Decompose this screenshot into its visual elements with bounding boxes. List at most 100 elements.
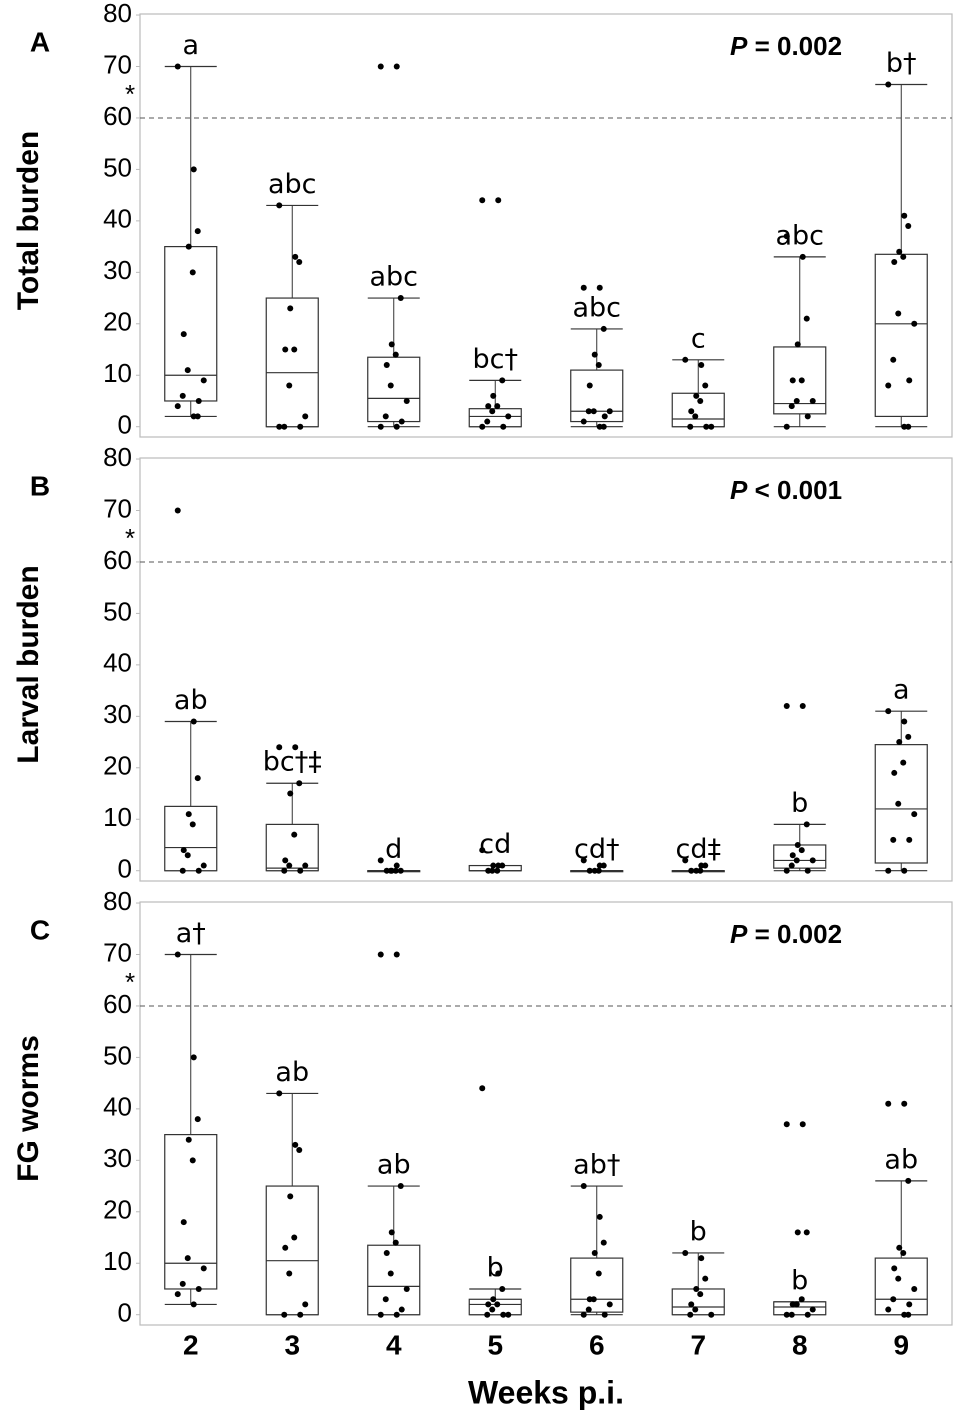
data-point	[403, 397, 410, 404]
data-point	[885, 81, 892, 88]
data-point	[688, 867, 695, 874]
group-label: b	[690, 1216, 707, 1247]
group-label: ab†	[573, 1150, 620, 1181]
data-point	[194, 413, 201, 420]
group-label: a	[893, 675, 910, 706]
group-label: ab	[174, 685, 208, 716]
y-tick-label: 30	[103, 1143, 132, 1173]
data-point	[890, 836, 897, 843]
box-group	[773, 1301, 827, 1316]
x-tick-label: 8	[792, 1329, 808, 1360]
data-point	[783, 233, 790, 240]
data-point	[200, 377, 207, 384]
data-point	[377, 423, 384, 430]
data-point	[489, 408, 496, 415]
data-point	[896, 739, 903, 746]
plot-frame	[139, 13, 953, 438]
data-point	[403, 1285, 410, 1292]
data-point	[895, 310, 902, 317]
plot-frame	[139, 901, 953, 1326]
box	[265, 823, 319, 872]
group-label: c	[691, 323, 706, 354]
data-point	[600, 423, 607, 430]
data-point	[383, 361, 390, 368]
data-point	[890, 356, 897, 363]
data-point	[388, 1229, 395, 1236]
data-point	[585, 1306, 592, 1313]
data-point	[302, 862, 309, 869]
data-point	[485, 403, 492, 410]
box-group	[164, 953, 218, 1306]
data-point	[803, 315, 810, 322]
data-point	[398, 418, 405, 425]
y-tick-label: 70	[103, 493, 132, 523]
box	[265, 297, 319, 428]
data-point	[382, 413, 389, 420]
data-point	[392, 867, 399, 874]
box-group	[367, 1185, 421, 1316]
data-point	[393, 423, 400, 430]
data-point	[580, 1311, 587, 1318]
data-point	[190, 1054, 197, 1061]
data-point	[901, 718, 908, 725]
group-label: abc	[268, 169, 317, 200]
data-point	[586, 382, 593, 389]
data-point	[794, 1229, 801, 1236]
box	[265, 1185, 319, 1316]
x-tick-label: 3	[284, 1329, 300, 1360]
data-point	[276, 744, 283, 751]
data-point	[911, 811, 918, 818]
data-point	[276, 1090, 283, 1097]
data-point	[697, 867, 704, 874]
group-label: a†	[176, 918, 206, 949]
data-point	[296, 1147, 303, 1154]
data-point	[393, 951, 400, 958]
stat-symbol: P	[730, 31, 748, 61]
data-point	[392, 1239, 399, 1246]
data-point	[809, 397, 816, 404]
data-point	[393, 63, 400, 70]
data-point	[297, 423, 304, 430]
data-point	[296, 780, 303, 787]
data-point	[185, 811, 192, 818]
group-label: abc	[369, 262, 418, 293]
data-point	[906, 377, 913, 384]
data-point	[286, 862, 293, 869]
data-point	[276, 423, 283, 430]
data-point	[398, 1306, 405, 1313]
x-tick-label: 7	[690, 1329, 706, 1360]
data-point	[505, 413, 512, 420]
data-point	[798, 377, 805, 384]
data-point	[789, 377, 796, 384]
plot-frame	[139, 457, 953, 882]
box-group	[468, 1288, 522, 1316]
data-point	[799, 1121, 806, 1128]
y-tick-label: 30	[103, 255, 132, 285]
data-point	[194, 1116, 201, 1123]
data-point	[179, 1280, 186, 1287]
y-tick-label: 40	[103, 1092, 132, 1122]
data-point	[896, 248, 903, 255]
data-point	[885, 708, 892, 715]
data-point	[387, 1270, 394, 1277]
data-point	[890, 1296, 897, 1303]
data-point	[708, 1311, 715, 1318]
data-point	[891, 769, 898, 776]
data-point	[900, 759, 907, 766]
data-point	[789, 852, 796, 859]
data-point	[687, 1311, 694, 1318]
data-point	[382, 1296, 389, 1303]
data-point	[687, 423, 694, 430]
y-tick-label: 80	[103, 0, 132, 28]
data-point	[484, 418, 491, 425]
data-point	[291, 346, 298, 353]
stat-symbol: P	[730, 919, 748, 949]
group-label: abc	[572, 292, 621, 323]
panel-label: C	[30, 914, 50, 945]
data-point	[195, 397, 202, 404]
y-axis-label: Total burden	[12, 131, 45, 310]
group-label: a	[182, 30, 199, 61]
x-tick-label: 2	[183, 1329, 199, 1360]
data-point	[788, 1311, 795, 1318]
